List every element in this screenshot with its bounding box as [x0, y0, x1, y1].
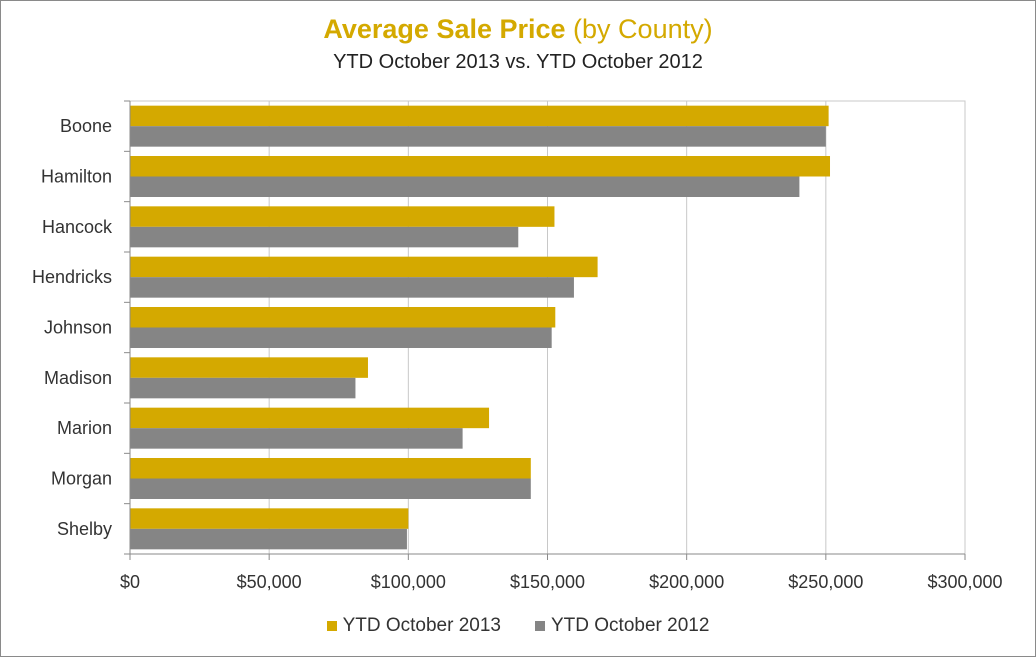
bar-shelby-2012	[130, 528, 407, 550]
bar-marion-2012	[130, 428, 463, 449]
bar-boone-2013	[130, 105, 829, 127]
chart-title: Average Sale Price (by County)	[0, 14, 1036, 45]
y-tick-label: Hamilton	[41, 167, 112, 187]
bar-hamilton-2013	[130, 156, 831, 177]
bar-morgan-2013	[130, 458, 531, 479]
bar-hendricks-2012	[130, 277, 574, 298]
x-tick-label: $50,000	[237, 572, 302, 592]
bar-madison-2012	[130, 377, 356, 399]
x-tick-label: $200,000	[649, 572, 724, 592]
y-tick-label: Morgan	[51, 469, 112, 489]
x-tick-label: $100,000	[371, 572, 446, 592]
x-tick-label: $250,000	[788, 572, 863, 592]
x-tick-label: $150,000	[510, 572, 585, 592]
bar-boone-2012	[130, 126, 826, 147]
bar-hamilton-2012	[130, 176, 800, 197]
y-tick-label: Hendricks	[32, 267, 112, 287]
bar-hendricks-2013	[130, 256, 598, 278]
bar-johnson-2013	[130, 307, 556, 328]
legend-swatch-2012	[535, 621, 545, 631]
y-tick-label: Marion	[57, 418, 112, 438]
legend-item-2012: YTD October 2012	[535, 615, 709, 637]
chart-title-main: Average Sale Price	[323, 14, 566, 44]
y-tick-label: Hancock	[42, 217, 113, 237]
bar-hancock-2012	[130, 226, 519, 248]
y-tick-label: Johnson	[44, 318, 112, 338]
chart-title-suffix: (by County)	[573, 14, 713, 44]
bar-madison-2013	[130, 357, 368, 378]
bar-morgan-2012	[130, 478, 531, 499]
chart-subtitle: YTD October 2013 vs. YTD October 2012	[333, 51, 703, 73]
x-tick-label: $300,000	[927, 572, 1002, 592]
y-tick-label: Shelby	[57, 519, 112, 539]
legend-item-2013: YTD October 2013	[326, 615, 501, 637]
y-tick-label: Boone	[60, 116, 112, 136]
legend-swatch-2013	[326, 621, 337, 631]
bar-marion-2013	[130, 407, 490, 429]
bar-hancock-2013	[130, 206, 555, 227]
bar-johnson-2012	[130, 327, 552, 348]
bar-shelby-2013	[130, 508, 409, 529]
x-tick-label: $0	[120, 572, 140, 592]
y-tick-label: Madison	[44, 368, 112, 388]
legend-label-2013: YTD October 2013	[342, 615, 501, 636]
legend: YTD October 2013 YTD October 2012	[0, 615, 1036, 637]
legend-label-2012: YTD October 2012	[551, 615, 710, 636]
